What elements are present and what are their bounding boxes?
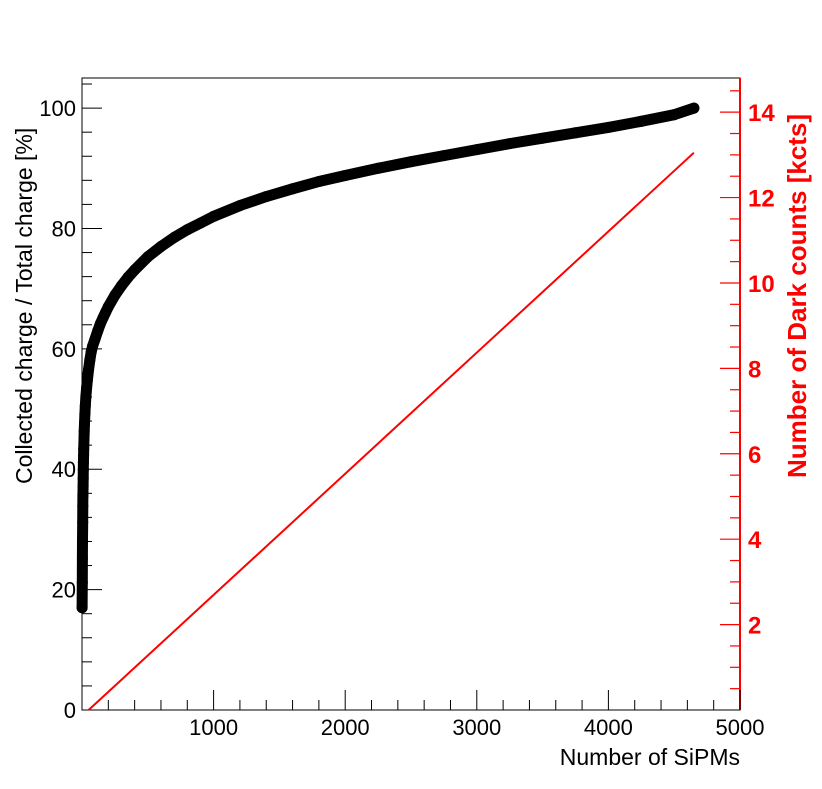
x-tick-label: 5000	[716, 715, 765, 740]
charge-point	[102, 301, 114, 313]
x-axis-title: Number of SiPMs	[560, 744, 740, 770]
charge-point	[79, 400, 91, 412]
charge-point	[116, 280, 127, 292]
y2-tick-label: 12	[748, 186, 775, 213]
charge-point	[181, 224, 193, 236]
charge-point	[471, 144, 483, 156]
x-tick-label: 4000	[584, 715, 633, 740]
y-tick-label: 20	[52, 578, 76, 603]
charge-point	[79, 408, 91, 420]
y-axis-title: Collected charge / Total charge [%]	[11, 128, 37, 484]
y-tick-label: 80	[52, 216, 76, 241]
x-tick-label: 2000	[321, 715, 370, 740]
charge-point	[313, 176, 325, 187]
y2-tick-label: 8	[748, 356, 761, 383]
charge-point	[77, 534, 88, 546]
charge-point	[122, 271, 134, 283]
charge-point	[339, 170, 351, 181]
charge-point	[688, 102, 700, 114]
x-tick-label: 3000	[452, 715, 501, 740]
charge-point	[129, 264, 141, 276]
charge-point	[635, 115, 647, 127]
charge-point	[234, 200, 246, 212]
charge-point	[109, 289, 121, 301]
charge-point	[78, 433, 90, 445]
y2-tick-label: 10	[748, 271, 775, 298]
charge-point	[80, 390, 92, 402]
charge-point	[537, 132, 549, 144]
y-tick-label: 40	[52, 457, 76, 482]
series-layer	[76, 102, 700, 711]
charge-point	[668, 109, 680, 121]
x-tick-label: 1000	[189, 715, 238, 740]
plot-frame	[81, 77, 741, 711]
charge-point	[504, 138, 516, 150]
left-axis: 0 20 40 60 80 100	[39, 83, 102, 723]
charge-point	[78, 425, 90, 437]
charge-point	[77, 516, 89, 528]
y2-tick-label: 14	[748, 100, 775, 127]
charge-point	[602, 121, 614, 133]
charge-point	[287, 183, 299, 195]
charge-point	[438, 150, 450, 162]
charge-point	[168, 232, 180, 243]
charge-point	[142, 251, 154, 263]
charge-point	[83, 363, 95, 375]
bottom-axis: 1000 2000 3000 4000 5000	[81, 690, 765, 740]
charge-point	[77, 500, 89, 512]
charge-point	[570, 127, 581, 139]
y2-axis-title: Number of Dark counts [kcts]	[782, 114, 812, 478]
right-axis: 2 4 6 8 10 12 14	[720, 78, 775, 710]
charge-point	[76, 552, 88, 564]
y2-tick-label: 4	[748, 527, 762, 554]
charge-point	[76, 602, 88, 614]
charge-point	[79, 418, 90, 429]
charge-point	[405, 156, 417, 168]
charge-band	[76, 102, 700, 614]
charge-point	[81, 375, 93, 387]
charge-point	[77, 480, 89, 492]
charge-point	[78, 443, 90, 455]
y-tick-label: 0	[64, 698, 76, 723]
charge-point	[194, 217, 206, 229]
charge-point	[76, 576, 88, 588]
charge-point	[155, 241, 167, 252]
charge-point	[208, 210, 220, 222]
charge-point	[372, 162, 384, 174]
charge-point	[260, 191, 272, 203]
y-tick-label: 60	[52, 337, 76, 362]
y2-tick-label: 6	[748, 442, 761, 469]
charge-point	[77, 490, 89, 502]
y-tick-label: 100	[39, 96, 76, 121]
charge-point	[77, 472, 89, 484]
dark-counts-line	[87, 151, 695, 711]
y2-tick-label: 2	[748, 613, 761, 640]
